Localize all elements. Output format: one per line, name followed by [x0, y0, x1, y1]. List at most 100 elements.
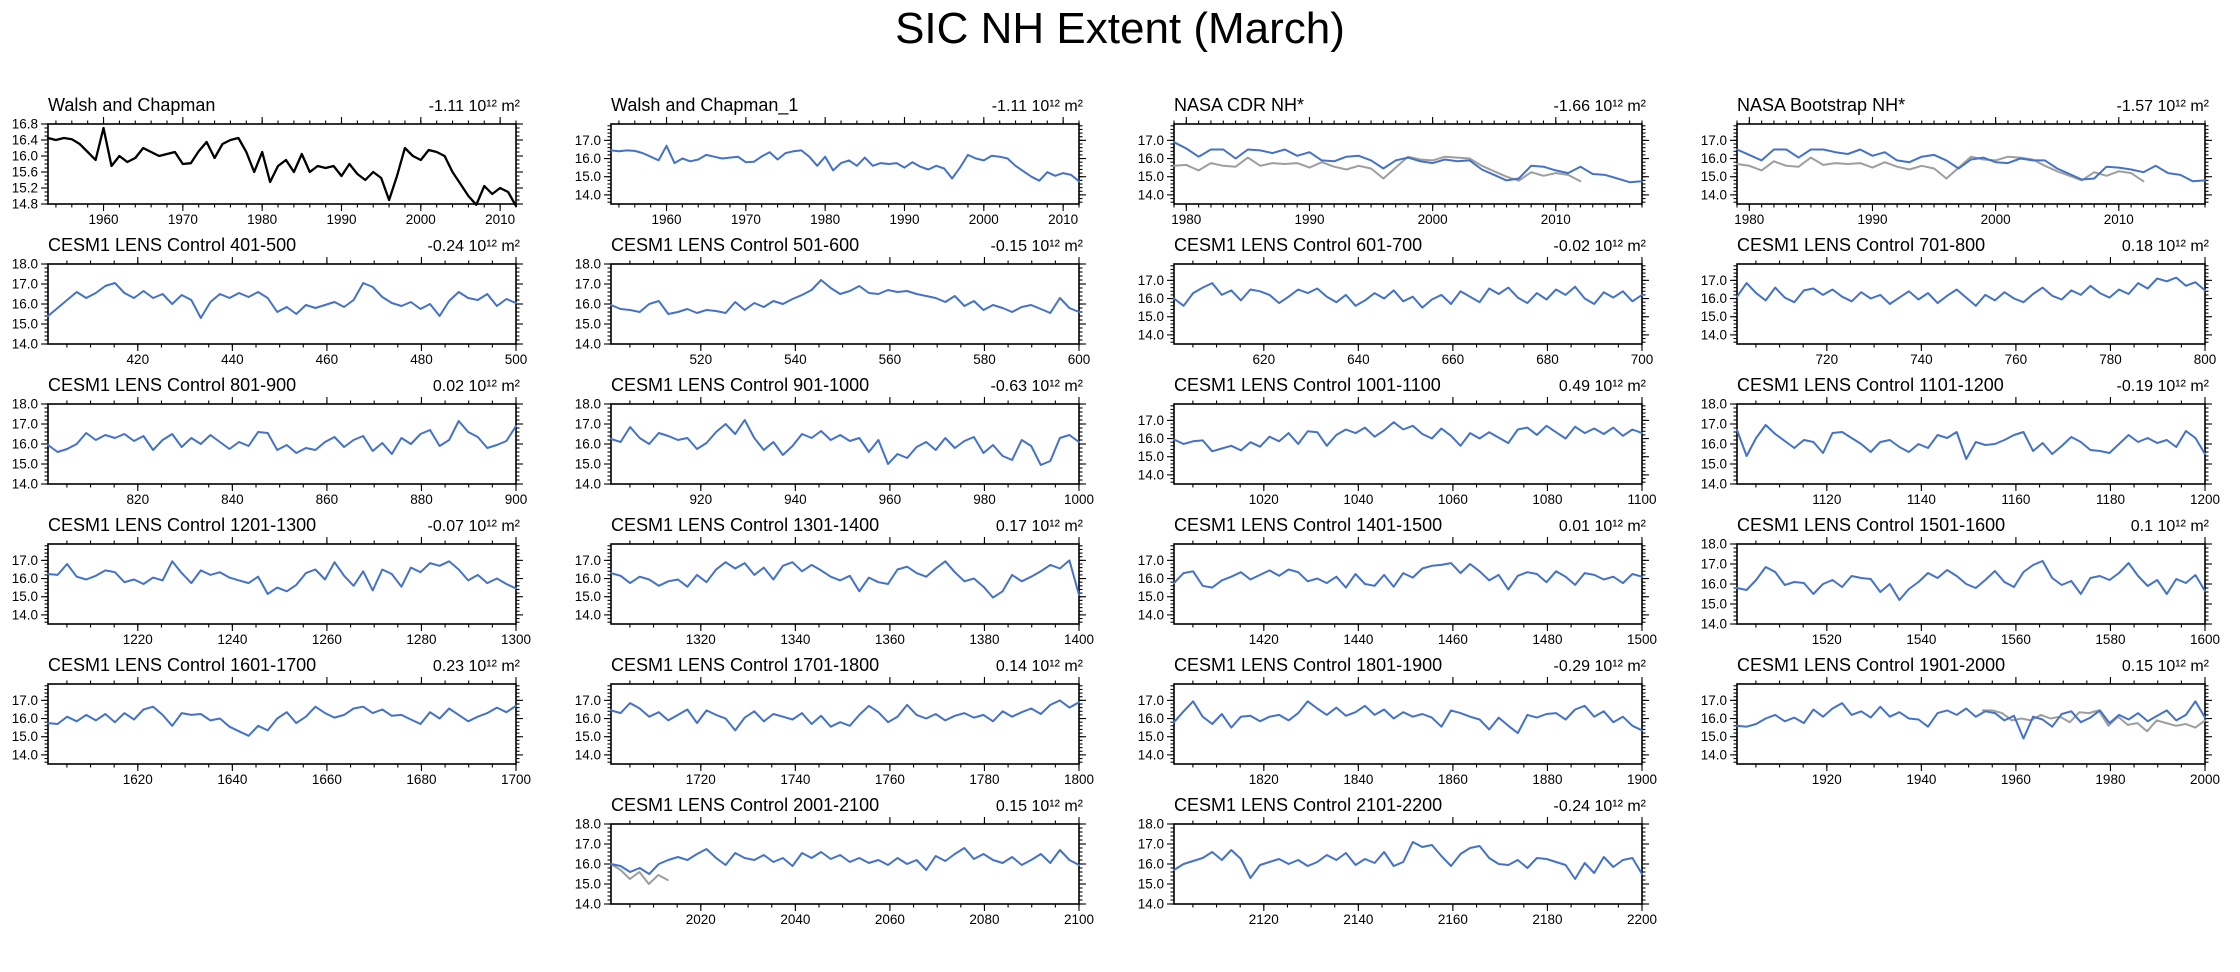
- plot-canvas: 1120 1140 1160 1180 1200 18.0 17.0 16.0 15.0 14.0: [1701, 397, 2220, 508]
- chart-panel: CESM1 LENS Control 1901-2000 0.15 10¹² m…: [1699, 652, 2229, 790]
- y-tick-label: 14.0: [12, 477, 38, 492]
- panel-trend-value: -0.19 10¹² m²: [2116, 378, 2209, 395]
- panel-header: CESM1 LENS Control 1201-1300 -0.07 10¹² …: [10, 512, 540, 536]
- x-tick-label: 2140: [1343, 912, 1373, 927]
- y-tick-label: 14.0: [1138, 187, 1164, 202]
- series-line-control: [610, 699, 1080, 732]
- panel-header: CESM1 LENS Control 801-900 0.02 10¹² m²: [10, 372, 540, 396]
- y-tick-label: 16.0: [12, 149, 38, 164]
- x-tick-label: 580: [973, 352, 996, 367]
- x-tick-label: 1260: [312, 632, 342, 647]
- panel-header: CESM1 LENS Control 1101-1200 -0.19 10¹² …: [1699, 372, 2229, 396]
- y-tick-label: 17.0: [575, 693, 601, 708]
- y-tick-label: 18.0: [575, 257, 601, 272]
- x-tick-label: 1740: [780, 772, 810, 787]
- series-line-control: [47, 560, 517, 595]
- y-tick-label: 15.0: [575, 729, 601, 744]
- panel-trend-value: 0.15 10¹² m²: [995, 798, 1083, 815]
- y-tick-label: 18.0: [12, 257, 38, 272]
- plot-canvas: 1980 1990 2000 2010 17.0 16.0 15.0 14.0: [1138, 117, 1649, 227]
- chart-panel: NASA Bootstrap NH* -1.57 10¹² m² 1980 199…: [1699, 92, 2229, 230]
- y-tick-label: 17.0: [1138, 273, 1164, 288]
- figure-title: SIC NH Extent (March): [895, 4, 1345, 53]
- series-line-control: [1173, 700, 1643, 735]
- plot-canvas: 1020 1040 1060 1080 1100 17.0 16.0 15.0 14.0: [1138, 397, 1657, 507]
- panel-trend-value: -1.66 10¹² m²: [1553, 98, 1646, 115]
- y-tick-label: 18.0: [1138, 817, 1164, 832]
- chart-panel: CESM1 LENS Control 501-600 -0.15 10¹² m²…: [573, 232, 1103, 370]
- chart-panel: CESM1 LENS Control 801-900 0.02 10¹² m² …: [10, 372, 540, 510]
- x-tick-label: 660: [1442, 352, 1465, 367]
- x-tick-label: 1840: [1343, 772, 1373, 787]
- y-tick-label: 17.0: [1701, 133, 1727, 148]
- y-tick-label: 17.0: [12, 417, 38, 432]
- x-tick-label: 560: [879, 352, 902, 367]
- panel-title: CESM1 LENS Control 1601-1700: [48, 655, 317, 675]
- x-tick-label: 1700: [501, 772, 531, 787]
- y-tick-label: 15.0: [12, 457, 38, 472]
- x-tick-label: 1380: [969, 632, 999, 647]
- panel-trend-value: 0.18 10¹² m²: [2121, 238, 2209, 255]
- y-tick-label: 17.0: [575, 837, 601, 852]
- y-tick-label: 14.0: [12, 607, 38, 622]
- y-tick-label: 16.0: [575, 151, 601, 166]
- panel-trend-value: -0.15 10¹² m²: [990, 238, 1083, 255]
- x-tick-label: 1660: [312, 772, 342, 787]
- y-tick-label: 14.0: [1138, 747, 1164, 762]
- series-line-control: [47, 282, 517, 319]
- panel-title: CESM1 LENS Control 1701-1800: [611, 655, 880, 675]
- x-tick-label: 1900: [1627, 772, 1657, 787]
- series-line-satellite: [1173, 141, 1643, 184]
- x-tick-label: 1360: [875, 632, 905, 647]
- x-tick-label: 840: [221, 492, 244, 507]
- x-tick-label: 480: [410, 352, 433, 367]
- x-tick-label: 1040: [1343, 492, 1373, 507]
- y-tick-label: 14.0: [575, 477, 601, 492]
- plot-canvas: 2020 2040 2060 2080 2100 18.0 17.0 16.0 15.0 14.0: [575, 817, 1094, 928]
- plot-canvas: 720 740 760 780 800 17.0 16.0 15.0 14.0: [1701, 257, 2216, 367]
- series-line-control: [1173, 841, 1643, 880]
- x-tick-label: 1520: [1812, 632, 1842, 647]
- x-tick-label: 700: [1631, 352, 1654, 367]
- x-tick-label: 2120: [1249, 912, 1279, 927]
- y-tick-label: 17.0: [12, 693, 38, 708]
- x-tick-label: 620: [1253, 352, 1276, 367]
- series-line-control: [1736, 424, 2206, 460]
- x-tick-label: 1820: [1249, 772, 1279, 787]
- x-tick-label: 1970: [168, 212, 198, 227]
- x-tick-label: 1020: [1249, 492, 1279, 507]
- x-tick-label: 1280: [406, 632, 436, 647]
- plot-canvas: 1920 1940 1960 1980 2000 17.0 16.0 15.0 14.0: [1701, 677, 2220, 787]
- y-tick-label: 15.0: [12, 317, 38, 332]
- plot-canvas: 520 540 560 580 600 18.0 17.0 16.0 15.0 14.0: [575, 257, 1091, 368]
- y-tick-label: 17.0: [575, 133, 601, 148]
- panel-title: CESM1 LENS Control 1101-1200: [1737, 375, 2004, 395]
- x-tick-label: 2000: [406, 212, 436, 227]
- x-tick-label: 460: [316, 352, 339, 367]
- y-tick-label: 15.0: [1138, 589, 1164, 604]
- panel-header: NASA CDR NH* -1.66 10¹² m²: [1136, 92, 1666, 116]
- x-tick-label: 440: [221, 352, 244, 367]
- y-tick-label: 17.0: [1138, 837, 1164, 852]
- x-tick-label: 1980: [2095, 772, 2125, 787]
- y-tick-label: 17.0: [1701, 417, 1727, 432]
- y-tick-label: 17.0: [575, 553, 601, 568]
- x-tick-label: 2010: [1048, 212, 1078, 227]
- panel-title: CESM1 LENS Control 1401-1500: [1174, 515, 1443, 535]
- plot-canvas: 1820 1840 1860 1880 1900 17.0 16.0 15.0 14.0: [1138, 677, 1657, 787]
- x-tick-label: 1980: [1171, 212, 1201, 227]
- x-tick-label: 1300: [501, 632, 531, 647]
- chart-panel: CESM1 LENS Control 1301-1400 0.17 10¹² m…: [573, 512, 1103, 650]
- panel-header: CESM1 LENS Control 1401-1500 0.01 10¹² m…: [1136, 512, 1666, 536]
- y-tick-label: 17.0: [575, 277, 601, 292]
- y-tick-label: 17.0: [575, 417, 601, 432]
- x-tick-label: 900: [505, 492, 528, 507]
- y-tick-label: 14.0: [1138, 607, 1164, 622]
- panel-trend-value: 0.01 10¹² m²: [1558, 518, 1646, 535]
- y-tick-label: 14.0: [1701, 327, 1727, 342]
- panel-trend-value: 0.14 10¹² m²: [995, 658, 1083, 675]
- panel-title: NASA Bootstrap NH*: [1737, 95, 1906, 115]
- x-tick-label: 1990: [326, 212, 356, 227]
- y-tick-label: 14.8: [12, 197, 38, 212]
- panel-header: CESM1 LENS Control 901-1000 -0.63 10¹² m…: [573, 372, 1103, 396]
